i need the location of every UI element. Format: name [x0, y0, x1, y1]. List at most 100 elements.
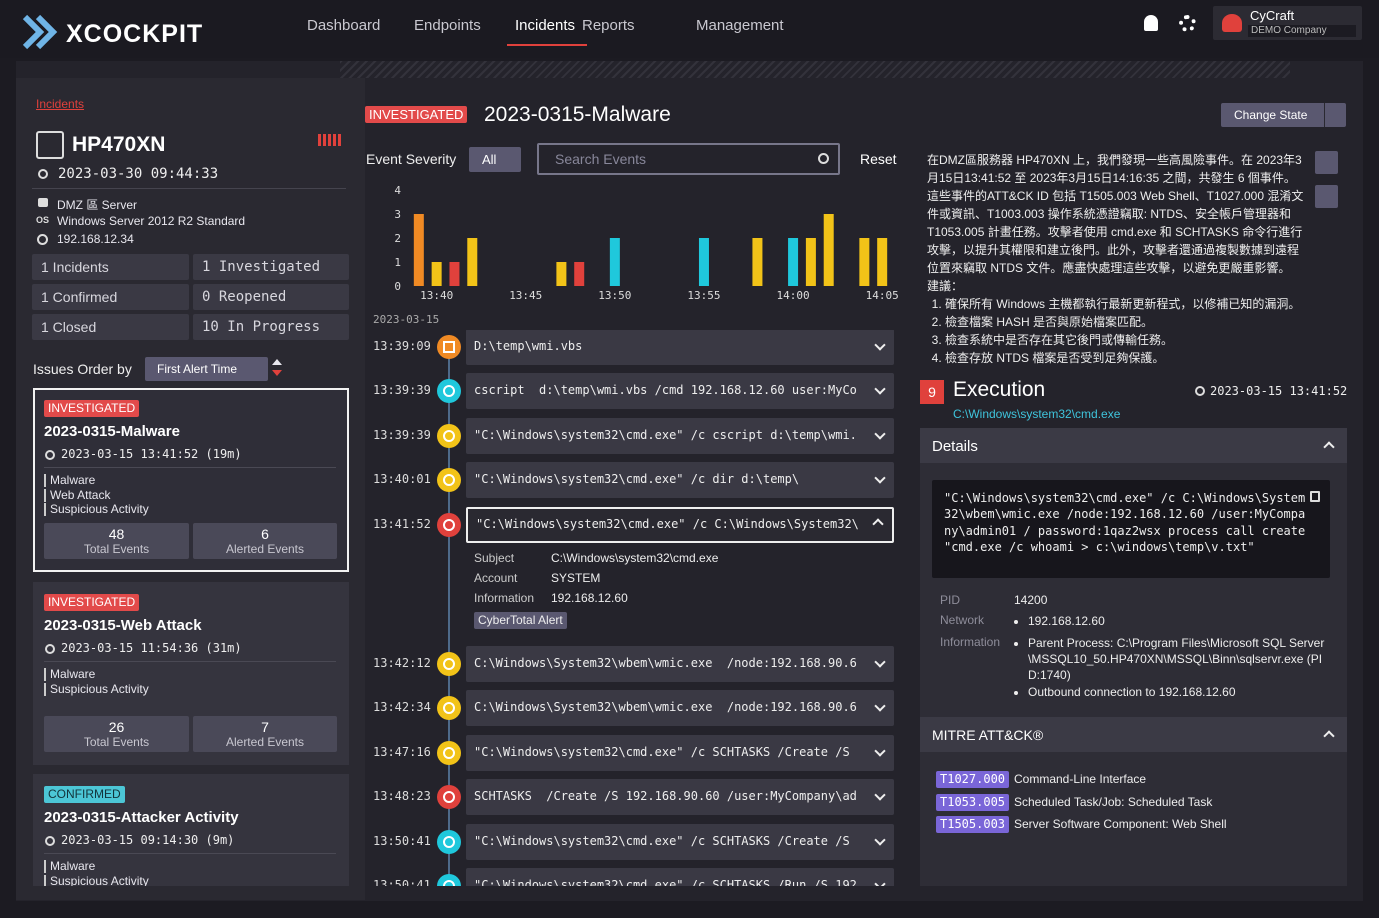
incident-card[interactable]: INVESTIGATED 2023-0315-Web Attack 2023-03-… [33, 582, 349, 765]
stat-text: 1 Closed [41, 319, 97, 335]
event-time: 13:42:12 [373, 656, 431, 670]
x-tick-label: 13:50 [598, 289, 631, 302]
host-info: 192.168.12.34 [57, 232, 134, 246]
details-title: Details [932, 438, 978, 455]
stat-box[interactable]: 1 Investigated [193, 254, 349, 280]
host-time: 2023-03-30 09:44:33 [58, 166, 219, 182]
sort-up[interactable] [272, 359, 282, 365]
count-label: Total Events [83, 735, 150, 749]
incident-list: INVESTIGATED 2023-0315-Malware 2023-03-15 … [32, 388, 352, 886]
divider [44, 661, 336, 662]
logo-text[interactable]: XCOCKPIT [66, 20, 204, 48]
status-badge: INVESTIGATED [365, 106, 468, 123]
change-state-button[interactable]: Change State [1221, 103, 1346, 127]
event-row[interactable]: "C:\Windows\system32\cmd.exe" /c C:\Wind… [466, 506, 894, 543]
severity-icon-inner [443, 518, 455, 531]
y-tick-label: 0 [394, 280, 401, 293]
incident-time: 2023-03-15 09:14:30 (9m) [61, 833, 235, 847]
copy-button[interactable] [1310, 491, 1320, 502]
chevron [874, 833, 886, 846]
incident-title: 2023-0315-Malware [44, 423, 180, 440]
chevron [874, 383, 886, 396]
stat-box[interactable]: 0 Reopened [193, 284, 349, 310]
event-time: 13:39:09 [373, 339, 431, 353]
bar [413, 214, 424, 286]
clock-icon [1195, 386, 1205, 396]
nav-item[interactable]: Incidents [515, 17, 576, 34]
event-row[interactable]: "C:\Windows\system32\cmd.exe" /c SCHTASK… [466, 823, 894, 860]
event-row[interactable]: "C:\Windows\system32\cmd.exe" /c SCHTASK… [466, 734, 894, 771]
details-header[interactable]: Details [920, 428, 1347, 463]
event-command: "C:\Windows\system32\cmd.exe" /c dir d:\… [474, 472, 800, 487]
count-label: Alerted Events [225, 735, 305, 749]
severity-filter[interactable]: All [469, 147, 521, 172]
event-command: cscript d:\temp\wmi.vbs /cmd 192.168.12.… [474, 383, 857, 398]
bell-icon[interactable] [1144, 15, 1158, 31]
divider [44, 467, 336, 468]
brand-mark [1296, 58, 1336, 78]
bar [823, 214, 834, 286]
nav-item[interactable]: Dashboard [307, 17, 381, 34]
event-row[interactable]: cscript d:\temp\wmi.vbs /cmd 192.168.12.… [466, 373, 894, 410]
count-box[interactable]: 6 Alerted Events [193, 523, 337, 559]
stat-box[interactable]: 1 Incidents [32, 254, 189, 280]
event-row[interactable]: C:\Windows\System32\wbem\wmic.exe /node:… [466, 690, 894, 727]
field-label: Information [940, 635, 1001, 649]
stat-box[interactable]: 10 In Progress [193, 314, 349, 340]
bar [574, 262, 585, 286]
nav-item[interactable]: Management [696, 17, 784, 34]
event-row[interactable]: SCHTASKS /Create /S 192.168.90.60 /user:… [466, 779, 894, 816]
mitre-header[interactable]: MITRE ATT&CK® [920, 717, 1347, 752]
x-tick-label: 13:40 [420, 289, 453, 302]
field-values: 192.168.12.60 [1014, 613, 1329, 630]
order-value: First Alert Time [157, 362, 238, 376]
chevron [874, 656, 886, 668]
nav-active-underline [507, 44, 587, 46]
chevron [874, 700, 886, 713]
nav-item[interactable]: Reports [582, 17, 635, 34]
stat-text: 10 In Progress [202, 319, 321, 335]
event-row[interactable]: C:\Windows\System32\wbem\wmic.exe /node:… [466, 646, 894, 682]
breadcrumb-link[interactable]: Incidents [36, 97, 85, 111]
incident-tag: Suspicious Activity [44, 682, 149, 696]
incident-card[interactable]: CONFIRMED 2023-0315-Attacker Activity 2023… [33, 774, 349, 886]
event-row[interactable]: D:\temp\wmi.vbs [466, 330, 894, 365]
alert-tag[interactable]: CyberTotal Alert [474, 611, 567, 629]
count-box[interactable]: 26 Total Events [44, 716, 189, 752]
header-bar [0, 0, 1379, 58]
count-box[interactable]: 48 Total Events [44, 523, 189, 559]
technique-id[interactable]: T1505.003 [936, 816, 1010, 833]
technique-id[interactable]: T1027.000 [936, 771, 1010, 788]
gear-icon[interactable] [1179, 15, 1196, 32]
x-tick-label: 13:55 [687, 289, 720, 302]
bar [449, 262, 460, 286]
graph-button[interactable] [1315, 185, 1338, 208]
nav-item[interactable]: Endpoints [414, 17, 481, 34]
stat-text: 1 Investigated [202, 259, 321, 275]
technique-name: Scheduled Task/Job: Scheduled Task [1014, 794, 1213, 809]
count-label: Total Events [83, 542, 150, 556]
user-avatar [1222, 14, 1242, 32]
event-row[interactable]: "C:\Windows\system32\cmd.exe" /c SCHTASK… [466, 868, 894, 886]
event-row[interactable]: "C:\Windows\system32\cmd.exe" /c dir d:\… [466, 462, 894, 499]
incident-title: 2023-0315-Web Attack [44, 617, 202, 634]
advice-item: 檢查檔案 HASH 是否與原始檔案匹配。 [945, 313, 1305, 331]
expand-button[interactable] [1315, 151, 1338, 174]
stat-box[interactable]: 1 Closed [32, 314, 189, 340]
x-tick-label: 14:05 [866, 289, 899, 302]
clock-icon [45, 644, 55, 654]
reset-button[interactable]: Reset [860, 151, 897, 167]
chevron [874, 339, 886, 351]
detail-value: C:\Windows\system32\cmd.exe [551, 550, 719, 565]
severity-icon [437, 740, 461, 765]
event-row[interactable]: "C:\Windows\system32\cmd.exe" /c cscript… [466, 417, 894, 454]
severity-icon-inner [443, 658, 455, 670]
incident-card[interactable]: INVESTIGATED 2023-0315-Malware 2023-03-15 … [33, 388, 349, 572]
search-box[interactable]: Search Events [537, 143, 840, 175]
sort-down[interactable] [272, 370, 282, 376]
order-dropdown[interactable]: First Alert Time [145, 357, 268, 381]
severity-icon [437, 512, 461, 537]
technique-id[interactable]: T1053.005 [936, 793, 1010, 811]
stat-box[interactable]: 1 Confirmed [32, 284, 189, 310]
count-box[interactable]: 7 Alerted Events [193, 716, 337, 752]
